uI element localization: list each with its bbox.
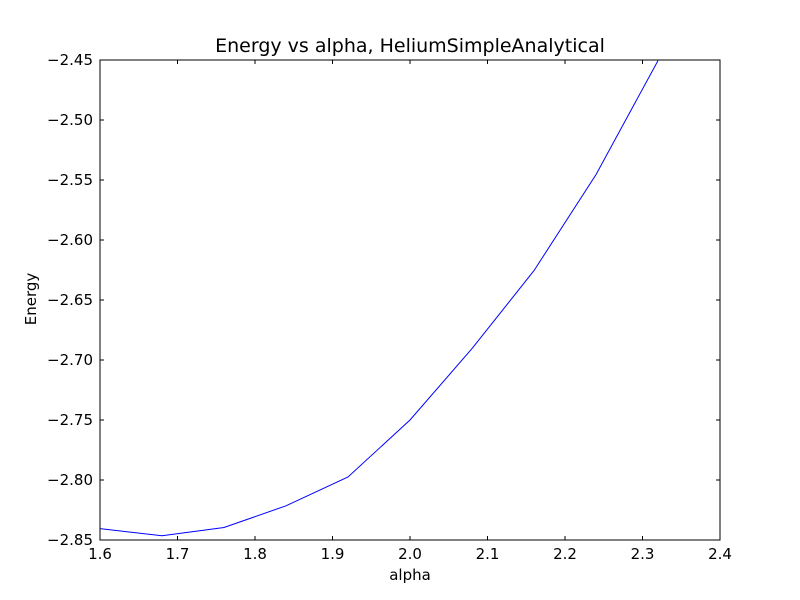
x-tick-label: 1.6 <box>88 545 112 563</box>
x-tick-label: 2.4 <box>708 545 732 563</box>
x-tick-label: 2.1 <box>476 545 500 563</box>
plot-frame <box>99 59 721 541</box>
series-layer <box>100 60 659 537</box>
x-tick-label: 2.2 <box>553 545 577 563</box>
y-tick-label: −2.50 <box>47 111 93 129</box>
x-tick-label: 2.0 <box>398 545 422 563</box>
chart-title: Energy vs alpha, HeliumSimpleAnalytical <box>215 35 605 57</box>
ticks-layer: 1.6 1.7 1.8 1.9 2.0 2.1 2.2 2.3 2.4 −2.85 −2.80 −2.… <box>47 51 732 563</box>
y-tick-label: −2.80 <box>47 471 93 489</box>
y-tick-label: −2.70 <box>47 351 93 369</box>
x-tick-label: 2.3 <box>631 545 655 563</box>
y-tick-label: −2.75 <box>47 411 93 429</box>
x-tick-label: 1.7 <box>166 545 190 563</box>
x-axis-label: alpha <box>389 566 431 584</box>
y-tick-label: −2.85 <box>47 531 93 549</box>
y-tick-label: −2.55 <box>47 171 93 189</box>
y-tick-label: −2.65 <box>47 291 93 309</box>
y-axis-label: Energy <box>22 273 40 326</box>
y-tick-label: −2.45 <box>47 51 93 69</box>
series-line-1 <box>100 60 659 537</box>
x-tick-label: 1.8 <box>243 545 267 563</box>
x-tick-label: 1.9 <box>321 545 345 563</box>
y-tick-label: −2.60 <box>47 231 93 249</box>
